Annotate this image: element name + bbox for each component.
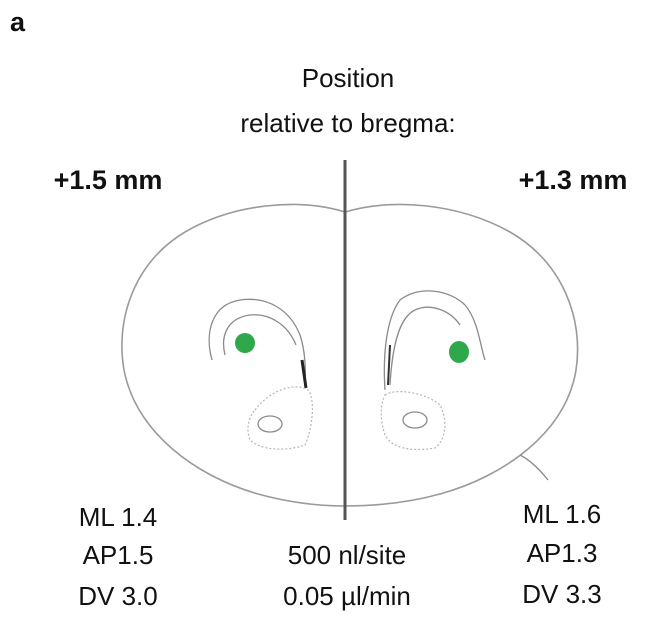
injection-parameter: 500 nl/site [288,540,407,570]
header-line: Position [302,63,395,93]
right-section-label: +1.3 mm [519,165,628,195]
ventricle [384,291,485,390]
figure-panel: a Position relative to bregma: +1.5 mm +… [0,0,653,622]
panel-label: a [10,7,26,37]
left-section-label: +1.5 mm [54,165,163,195]
structure [381,392,445,450]
outline-detail [520,455,548,480]
structure [403,412,427,428]
coordinate: AP1.5 [83,540,154,570]
coordinate: DV 3.3 [522,579,602,609]
coordinate: DV 3.0 [78,581,158,611]
injection-site [449,341,469,363]
coordinate: AP1.3 [527,538,598,568]
ventricle [224,315,296,355]
left-hemisphere [122,204,345,506]
ventricle [390,307,460,385]
coordinate: ML 1.4 [79,502,158,532]
injection-parameter: 0.05 µl/min [283,581,411,611]
structure [248,387,312,449]
structure [258,416,282,432]
coordinate: ML 1.6 [523,499,602,529]
ventricle-dark [388,345,390,385]
header-line: relative to bregma: [240,108,455,138]
injection-site [235,333,255,353]
